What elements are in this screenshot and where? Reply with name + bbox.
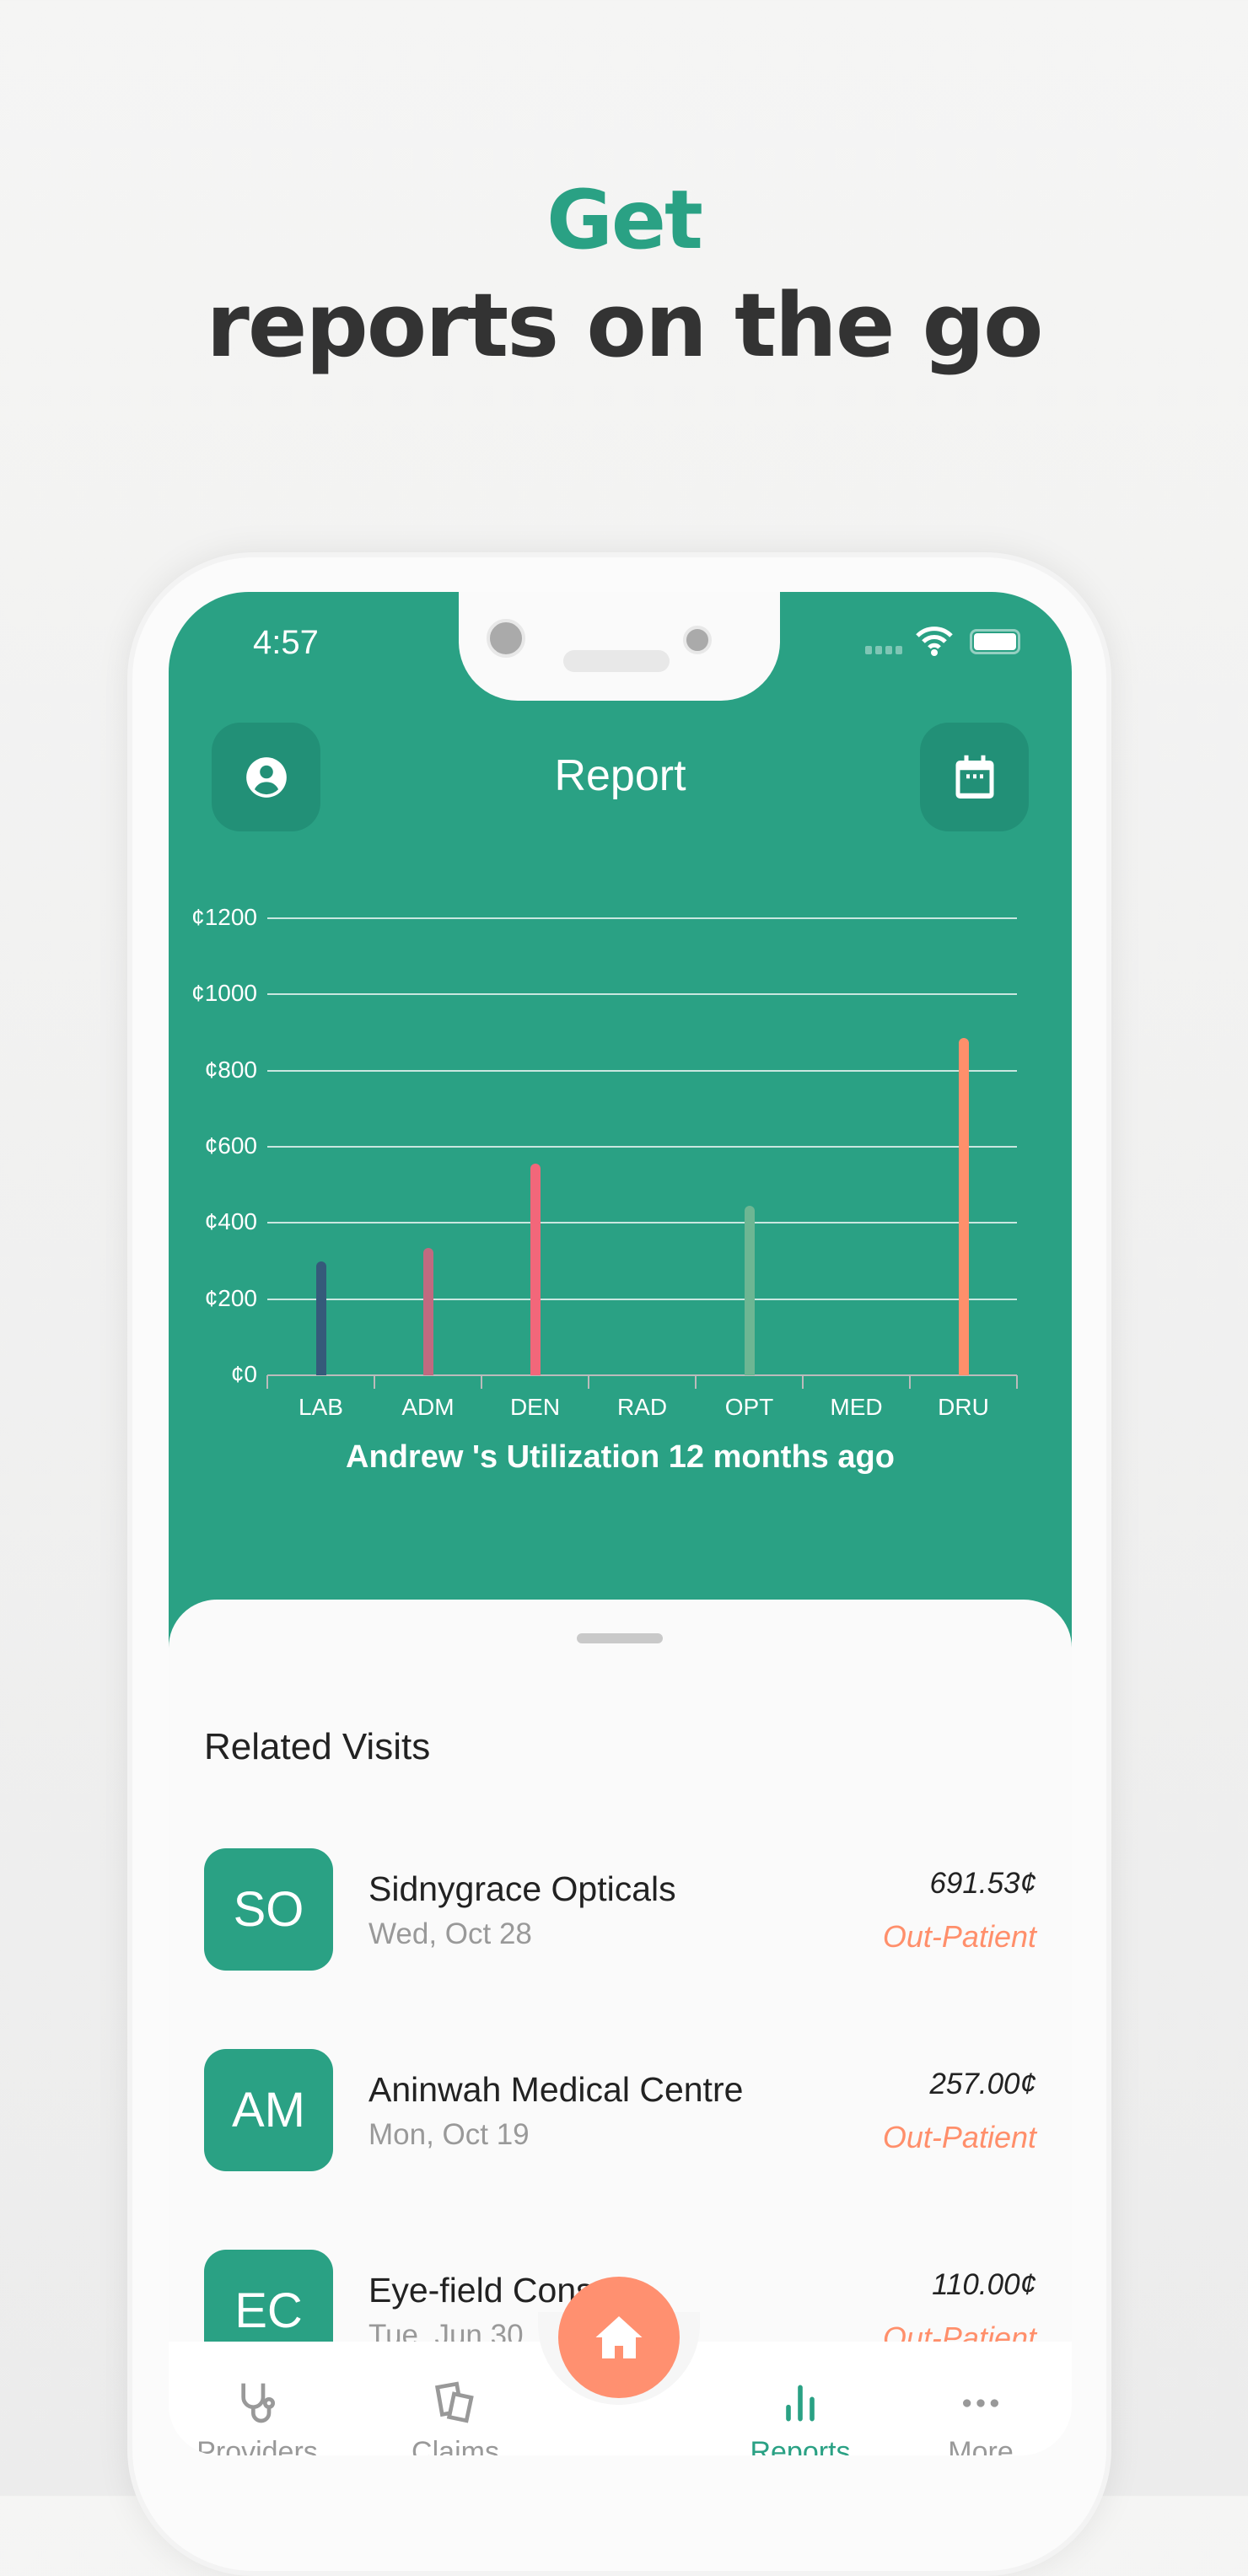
y-tick-label: ¢1200 bbox=[191, 904, 257, 930]
visit-type: Out-Patient bbox=[882, 1919, 1036, 1954]
more-dots-icon bbox=[963, 2399, 998, 2407]
gridline bbox=[267, 1146, 1017, 1148]
provider-name: Sidnygrace Opticals bbox=[368, 1869, 676, 1908]
wifi-icon bbox=[916, 627, 953, 656]
gridline bbox=[267, 1222, 1017, 1224]
section-heading: Related Visits bbox=[204, 1726, 431, 1767]
visit-amount: 691.53¢ bbox=[929, 1867, 1036, 1900]
x-tick-label: MED bbox=[830, 1394, 883, 1420]
visit-type: Out-Patient bbox=[882, 2120, 1036, 2154]
visit-date: Mon, Oct 19 bbox=[368, 2118, 530, 2151]
visits-sheet: Related Visits SO Sidnygrace Opticals We… bbox=[169, 1600, 1072, 2455]
x-tick-label: DRU bbox=[938, 1394, 989, 1420]
calendar-icon bbox=[955, 755, 993, 799]
x-tick bbox=[266, 1375, 268, 1389]
gridline bbox=[267, 1069, 1017, 1072]
bar-den bbox=[530, 1164, 541, 1375]
sheet-drag-handle[interactable] bbox=[577, 1633, 663, 1643]
x-tick bbox=[695, 1375, 697, 1389]
home-icon bbox=[595, 2316, 643, 2358]
x-tick-label: DEN bbox=[509, 1394, 561, 1420]
bar-opt bbox=[744, 1206, 755, 1375]
headline-main: reports on the go bbox=[206, 274, 1044, 377]
profile-button[interactable] bbox=[212, 723, 320, 831]
status-time: 4:57 bbox=[253, 624, 319, 661]
tab-label: Claims bbox=[412, 2436, 499, 2455]
provider-name: Aninwah Medical Centre bbox=[368, 2070, 744, 2109]
home-button[interactable] bbox=[558, 2277, 680, 2398]
y-tick-label: ¢1000 bbox=[191, 980, 257, 1007]
visit-amount: 257.00¢ bbox=[929, 2068, 1036, 2100]
y-tick-label: ¢200 bbox=[204, 1284, 257, 1311]
x-tick-label: RAD bbox=[616, 1394, 668, 1420]
tab-more[interactable]: More bbox=[905, 2380, 1057, 2455]
gridline bbox=[267, 1374, 1017, 1376]
tab-label: Providers bbox=[196, 2436, 318, 2455]
documents-icon bbox=[434, 2381, 474, 2423]
tab-label: More bbox=[948, 2436, 1014, 2455]
y-tick-label: ¢600 bbox=[204, 1132, 257, 1159]
tab-claims[interactable]: Claims bbox=[379, 2380, 531, 2455]
x-tick bbox=[374, 1375, 375, 1389]
visit-amount: 110.00¢ bbox=[932, 2268, 1036, 2301]
gridline bbox=[267, 993, 1017, 996]
gridline bbox=[267, 1298, 1017, 1300]
chart-title: Andrew 's Utilization 12 months ago bbox=[346, 1439, 895, 1475]
headline-accent: Get bbox=[546, 173, 703, 267]
gridline bbox=[267, 917, 1017, 919]
signal-icon bbox=[865, 646, 902, 654]
y-tick-label: ¢0 bbox=[230, 1361, 257, 1387]
stethoscope-icon bbox=[241, 2383, 275, 2423]
x-tick-label: ADM bbox=[401, 1394, 455, 1420]
bar-adm bbox=[422, 1247, 433, 1375]
provider-avatar: AM bbox=[204, 2049, 333, 2171]
x-tick-label: OPT bbox=[724, 1394, 774, 1420]
tab-reports[interactable]: Reports bbox=[724, 2380, 876, 2455]
bar-dru bbox=[958, 1038, 969, 1375]
user-circle-icon bbox=[245, 756, 287, 798]
battery-icon bbox=[970, 629, 1020, 654]
notch bbox=[459, 592, 780, 701]
x-tick-label: LAB bbox=[299, 1394, 343, 1420]
x-tick bbox=[1016, 1375, 1018, 1389]
y-tick-label: ¢800 bbox=[204, 1056, 257, 1083]
tab-label: Reports bbox=[750, 2436, 851, 2455]
x-tick bbox=[802, 1375, 804, 1389]
provider-avatar: SO bbox=[204, 1848, 333, 1971]
report-header-panel: 4:57 Report ¢0 ¢200 ¢400 ¢600 ¢800 ¢1000 ¢1200… bbox=[169, 592, 1072, 1654]
calendar-button[interactable] bbox=[920, 723, 1029, 831]
page-title: Report bbox=[554, 751, 686, 800]
x-tick bbox=[909, 1375, 911, 1389]
x-tick bbox=[588, 1375, 589, 1389]
visit-date: Wed, Oct 28 bbox=[368, 1917, 532, 1950]
phone-screen: 4:57 Report ¢0 ¢200 ¢400 ¢600 ¢800 ¢1000 ¢1200… bbox=[169, 592, 1072, 2455]
bar-chart-icon bbox=[786, 2385, 815, 2422]
x-tick bbox=[481, 1375, 482, 1389]
y-tick-label: ¢400 bbox=[204, 1208, 257, 1235]
tab-providers[interactable]: Providers bbox=[181, 2380, 333, 2455]
bar-lab bbox=[315, 1261, 326, 1375]
